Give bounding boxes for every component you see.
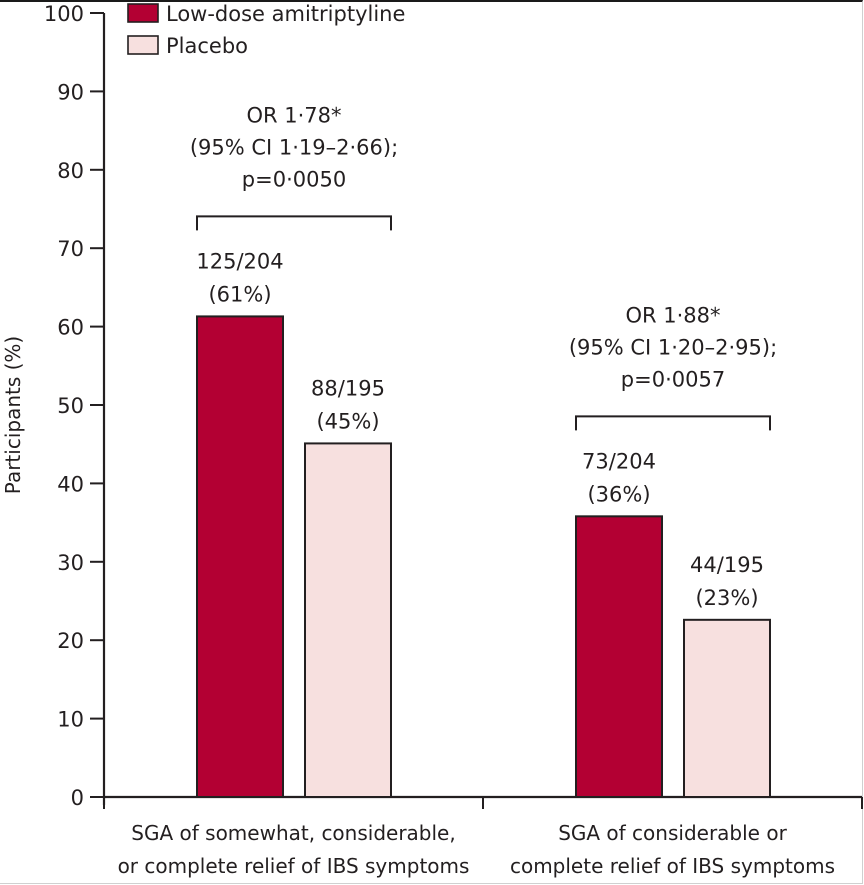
y-tick-label: 70 [57,237,84,261]
significance-bracket [575,415,771,431]
x-tick-label: SGA of considerable or [558,821,787,845]
legend-label: Placebo [166,34,248,58]
bar-labels: 125/204 (61%) 73/204 (36%) 88/195 (45%) 44/195… [196,249,764,609]
legend-label: Low-dose amitriptyline [166,2,405,26]
annotations: OR 1·78* (95% CI 1·19–2·66); p=0·0050 OR 1·… [190,103,777,431]
bar-placebo [683,618,771,798]
x-tick-label: complete relief of IBS symptoms [510,854,835,878]
y-tick-label: 60 [57,316,84,340]
bars [196,315,771,798]
legend: Low-dose amitriptyline Placebo [127,2,405,58]
bar-count-label: 73/204 [582,449,656,473]
legend-swatch-placebo [127,35,159,55]
bar-count-label: 125/204 [196,249,283,273]
bar-percent-label: (36%) [587,482,650,506]
y-tick-label: 90 [57,80,84,104]
legend-swatch-amitriptyline [127,3,159,23]
significance-bracket [196,215,392,231]
bar-count-label: 88/195 [311,376,385,400]
bar-amitriptyline [196,315,284,798]
odds-ratio-annotation: p=0·0050 [242,167,346,191]
odds-ratio-annotation: p=0·0057 [621,367,725,391]
bar-percent-label: (23%) [695,586,758,610]
bar-percent-label: (61%) [208,282,271,306]
bar-placebo [304,442,392,798]
bar-amitriptyline [575,515,663,798]
bar-percent-label: (45%) [316,409,379,433]
y-tick-label: 80 [57,159,84,183]
y-tick-label: 20 [57,629,84,653]
odds-ratio-annotation: (95% CI 1·19–2·66); [190,135,398,159]
y-tick-label: 40 [57,472,84,496]
y-tick-label: 100 [44,2,84,26]
y-tick-label: 10 [57,708,84,732]
odds-ratio-annotation: (95% CI 1·20–2·95); [569,335,777,359]
y-tick-label: 50 [57,394,84,418]
x-tick-label: or complete relief of IBS symptoms [118,854,470,878]
bar-count-label: 44/195 [690,553,764,577]
y-axis-label: Participants (%) [1,336,25,494]
y-tick-label: 30 [57,551,84,575]
y-tick-label: 0 [71,786,84,810]
odds-ratio-annotation: OR 1·78* [246,103,341,127]
x-tick-label: SGA of somewhat, considerable, [131,821,455,845]
odds-ratio-annotation: OR 1·88* [625,303,720,327]
